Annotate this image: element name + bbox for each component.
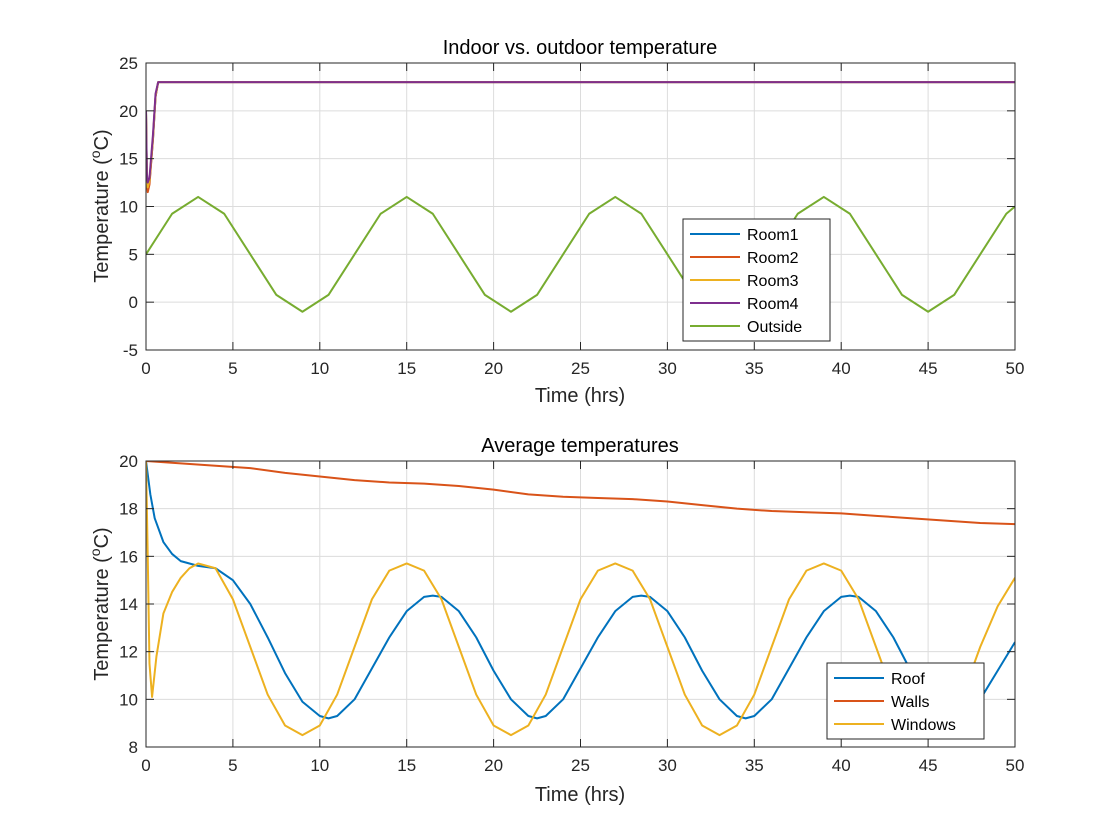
legend-label-outside: Outside [747,319,802,336]
legend-label-roof: Roof [891,671,925,688]
x-tick-label: 20 [484,359,503,378]
y-tick-label: 16 [119,547,138,566]
legend-entry-windows: Windows [834,717,956,734]
legend: Roof Walls Windows [826,662,985,740]
legend-entries: Roof Walls Windows [834,671,956,734]
x-tick-label: 20 [484,756,503,775]
legend-entry-outside: Outside [690,319,802,336]
legend-entry-room4: Room4 [690,296,799,313]
y-tick-label: 15 [119,150,138,169]
x-tick-label: 15 [397,756,416,775]
y-tick-label: 20 [119,102,138,121]
y-tick-label: 8 [129,738,138,757]
x-tick-label: 5 [228,756,237,775]
x-tick-label: 15 [397,359,416,378]
y-tick-label: 14 [119,595,138,614]
legend-label-room1: Room1 [747,227,799,244]
y-tick-labels: -5 0 5 10 15 20 25 [119,54,138,360]
y-tick-label: 12 [119,643,138,662]
legend: Room1 Room2 Room3 Room4 Outside [682,218,831,342]
y-axis-label: Temperature (oC) [87,527,113,680]
series-line-outside [146,195,1015,313]
y-tick-label: 20 [119,452,138,471]
x-tick-label: 25 [571,359,590,378]
x-tick-label: 50 [1006,359,1025,378]
chart-average-temperatures: 0 5 10 15 20 25 30 35 40 45 50 8 10 12 14 16 18 20 Avera… [87,435,1024,806]
x-tick-labels: 0 5 10 15 20 25 30 35 40 45 50 [141,359,1024,378]
legend-entry-room2: Room2 [690,250,799,267]
x-axis-label: Time (hrs) [535,385,625,407]
tick-marks [145,460,1016,748]
series-line-windows [146,461,1015,737]
series-line-walls [146,461,1015,526]
chart-title: Indoor vs. outdoor temperature [443,37,718,59]
x-tick-label: 50 [1006,756,1025,775]
legend-entry-room3: Room3 [690,273,799,290]
legend-entry-roof: Roof [834,671,925,688]
series-line-roof [146,461,1015,720]
x-tick-label: 30 [658,359,677,378]
x-tick-label: 35 [745,756,764,775]
y-tick-label: -5 [123,341,138,360]
y-tick-label: 18 [119,500,138,519]
x-tick-labels: 0 5 10 15 20 25 30 35 40 45 50 [141,756,1024,775]
x-tick-label: 30 [658,756,677,775]
x-tick-label: 40 [832,359,851,378]
x-tick-label: 45 [919,359,938,378]
legend-entries: Room1 Room2 Room3 Room4 Outside [690,227,802,336]
legend-label-room4: Room4 [747,296,799,313]
x-tick-label: 0 [141,756,150,775]
x-tick-label: 10 [310,756,329,775]
y-tick-labels: 8 10 12 14 16 18 20 [119,452,138,757]
x-tick-label: 10 [310,359,329,378]
series-lines [146,461,1015,737]
x-tick-label: 5 [228,359,237,378]
legend-label-walls: Walls [891,694,930,711]
series-line-room4 [146,81,1015,184]
chart-title: Average temperatures [481,435,679,457]
x-tick-label: 35 [745,359,764,378]
legend-entry-room1: Room1 [690,227,799,244]
y-tick-label: 10 [119,198,138,217]
x-tick-label: 0 [141,359,150,378]
legend-label-room2: Room2 [747,250,799,267]
y-tick-label: 25 [119,54,138,73]
x-tick-label: 25 [571,756,590,775]
y-tick-label: 10 [119,690,138,709]
y-tick-label: 5 [129,245,138,264]
y-tick-label: 0 [129,293,138,312]
x-tick-label: 40 [832,756,851,775]
legend-label-room3: Room3 [747,273,799,290]
tick-marks [145,62,1016,351]
x-axis-label: Time (hrs) [535,784,625,806]
y-axis-label: Temperature (oC) [87,129,113,282]
x-tick-label: 45 [919,756,938,775]
legend-label-windows: Windows [891,717,956,734]
legend-entry-walls: Walls [834,694,930,711]
